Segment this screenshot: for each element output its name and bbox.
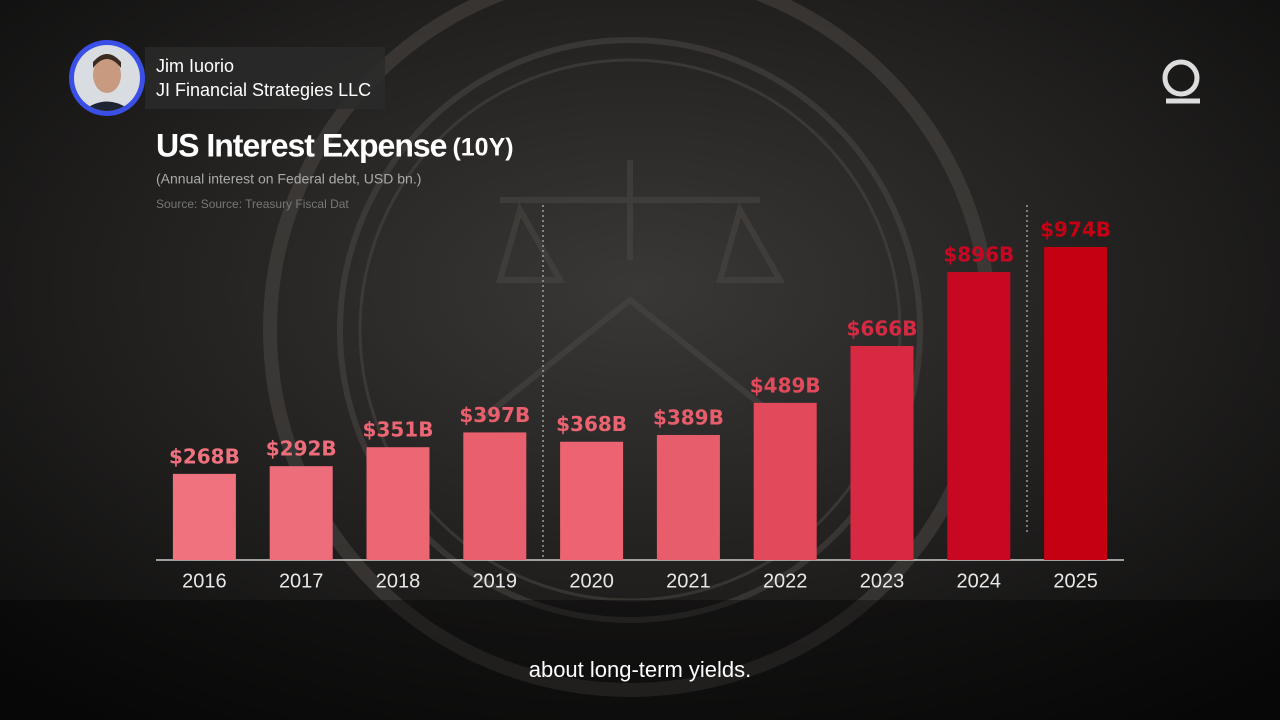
- x-tick-label: 2022: [763, 570, 808, 592]
- bar: [560, 441, 624, 560]
- x-tick-label: 2020: [569, 570, 614, 592]
- x-tick-label: 2021: [666, 570, 711, 592]
- bar: [850, 345, 914, 560]
- x-tick-label: 2019: [473, 570, 518, 592]
- bottom-shade: [0, 600, 1280, 720]
- x-tick-label: 2016: [182, 570, 227, 592]
- x-tick-label: 2017: [279, 570, 324, 592]
- bar: [269, 466, 333, 560]
- x-tick-label: 2018: [376, 570, 421, 592]
- chart-source: Source: Source: Treasury Fiscal Dat: [156, 197, 349, 211]
- value-label: $389B: [653, 405, 724, 429]
- chart-title: US Interest Expense: [156, 127, 447, 163]
- value-label: $268B: [169, 444, 240, 468]
- speaker-affiliation: JI Financial Strategies LLC: [156, 80, 371, 100]
- avatar: [74, 45, 140, 111]
- value-label: $368B: [556, 412, 627, 436]
- x-tick-label: 2024: [957, 570, 1002, 592]
- bar: [947, 272, 1011, 560]
- value-label: $351B: [363, 418, 434, 442]
- value-label: $666B: [847, 316, 918, 340]
- chart-title-note: (10Y): [452, 134, 513, 162]
- x-tick-label: 2025: [1053, 570, 1098, 592]
- bar: [463, 432, 527, 560]
- caption: about long-term yields.: [529, 657, 752, 682]
- value-label: $974B: [1040, 218, 1111, 242]
- value-label: $397B: [459, 403, 530, 427]
- speaker-name: Jim Iuorio: [156, 56, 234, 76]
- divider-lines: [542, 205, 1028, 560]
- name-plate: [145, 47, 385, 109]
- bar: [172, 473, 236, 560]
- x-tick-label: 2023: [860, 570, 905, 592]
- value-label: $489B: [750, 373, 821, 397]
- bar: [366, 447, 430, 560]
- bar: [1044, 247, 1108, 560]
- value-label: $292B: [266, 437, 337, 461]
- value-label: $896B: [943, 243, 1014, 267]
- chart-subtitle: (Annual interest on Federal debt, USD bn…: [156, 171, 421, 187]
- bar: [656, 434, 720, 560]
- bar: [753, 402, 817, 560]
- logo: [1162, 59, 1200, 104]
